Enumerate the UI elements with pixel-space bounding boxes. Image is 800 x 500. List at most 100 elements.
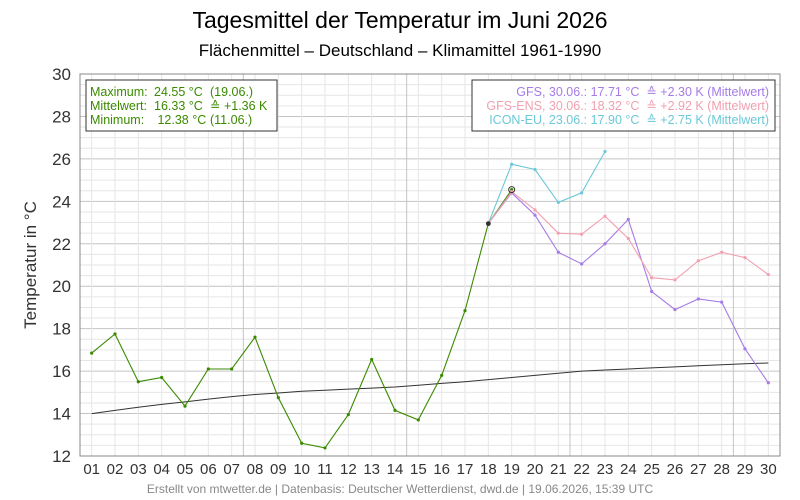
stats-mean-extra: ≙ +1.36 K — [210, 99, 268, 113]
x-tick-label: 07 — [223, 461, 240, 478]
x-tick-label: 22 — [573, 461, 590, 478]
x-tick-label: 10 — [293, 461, 310, 478]
x-tick-label: 28 — [713, 461, 730, 478]
legend-frame — [471, 79, 776, 132]
x-tick-label: 02 — [107, 461, 124, 478]
data-point-observed — [440, 373, 444, 377]
y-tick-label: 28 — [52, 107, 71, 126]
series-line-climate — [91, 362, 769, 415]
data-point-gfs_ens — [580, 232, 584, 236]
x-tick-label: 13 — [363, 461, 380, 478]
y-tick-label: 26 — [52, 150, 71, 169]
data-point-icon_eu — [580, 191, 584, 195]
data-point-icon_eu — [510, 162, 514, 166]
data-point-observed — [463, 309, 467, 313]
footer-credit: Erstellt von mtwetter.de | Datenbasis: D… — [147, 482, 654, 496]
x-tick-label: 21 — [550, 461, 567, 478]
data-point-gfs — [533, 213, 537, 217]
y-tick-label: 18 — [52, 320, 71, 339]
x-tick-label: 26 — [667, 461, 684, 478]
join-marker — [485, 221, 491, 227]
chart-subtitle: Flächenmittel – Deutschland – Klimamitte… — [199, 41, 602, 60]
data-point-gfs — [673, 307, 677, 312]
y-tick-label: 22 — [52, 235, 71, 254]
max-marker — [508, 186, 516, 194]
x-tick-label: 16 — [433, 461, 450, 478]
x-tick-label: 20 — [527, 461, 544, 478]
series-layer — [90, 149, 770, 450]
stats-max-label: Maximum: — [90, 85, 148, 99]
data-point-observed — [206, 367, 210, 371]
data-point-observed — [393, 408, 397, 412]
data-point-gfs — [650, 289, 654, 294]
stats-box: Maximum: 24.55 °C (19.06.) Mittelwert: 1… — [85, 79, 278, 132]
data-point-gfs — [766, 381, 770, 385]
x-tick-label: 25 — [643, 461, 660, 478]
x-tick-label: 18 — [480, 461, 497, 478]
y-tick-label: 16 — [52, 362, 71, 381]
x-tick-label: 04 — [153, 461, 170, 478]
data-point-gfs — [556, 250, 560, 254]
legend-gfs: GFS, 30.06.: 17.71 °C ≙ +2.30 K (Mittelw… — [516, 85, 769, 99]
x-tick-label: 30 — [760, 461, 777, 478]
data-point-observed — [323, 446, 327, 450]
y-tick-label: 12 — [52, 447, 71, 466]
x-tick-label: 08 — [247, 461, 264, 478]
series-gfs — [486, 191, 770, 385]
plot-frame — [79, 73, 781, 457]
x-tick-label: 29 — [737, 461, 754, 478]
series-gfs_ens — [486, 190, 770, 282]
data-point-gfs_ens — [743, 255, 747, 260]
data-point-observed — [346, 413, 350, 417]
grid — [79, 74, 780, 456]
stats-max-value: 24.55 °C — [154, 85, 203, 99]
stats-min-value: 12.38 °C — [154, 113, 206, 127]
data-point-observed — [370, 357, 374, 362]
stats-min-label: Minimum: — [90, 113, 144, 127]
y-tick-label: 14 — [52, 405, 71, 424]
data-point-observed — [300, 441, 304, 445]
y-axis-ticks: 12 14 16 18 20 22 24 26 28 30 — [52, 65, 71, 466]
data-point-observed — [90, 351, 94, 355]
x-tick-label: 12 — [340, 461, 357, 478]
marker-layer — [485, 186, 516, 227]
y-tick-label: 30 — [52, 65, 71, 84]
data-point-observed — [253, 335, 257, 339]
stats-max-extra: (19.06.) — [210, 85, 253, 99]
chart-title: Tagesmittel der Temperatur im Juni 2026 — [192, 7, 607, 33]
data-point-gfs — [580, 262, 584, 266]
data-point-gfs_ens — [556, 231, 560, 235]
x-tick-label: 17 — [457, 461, 474, 478]
stats-mean-value: 16.33 °C — [154, 99, 203, 113]
data-point-icon_eu — [556, 200, 560, 204]
y-axis-label: Temperatur in °C — [21, 201, 40, 329]
stats-mean-label: Mittelwert: — [90, 99, 147, 113]
data-point-gfs_ens — [696, 259, 700, 263]
data-point-gfs — [626, 217, 630, 221]
x-tick-label: 06 — [200, 461, 217, 478]
data-point-observed — [113, 332, 117, 336]
data-point-gfs_ens — [673, 278, 677, 282]
data-point-gfs — [696, 297, 700, 301]
data-point-gfs_ens — [766, 272, 770, 277]
x-tick-label: 24 — [620, 461, 637, 478]
x-tick-label: 03 — [130, 461, 147, 478]
y-tick-label: 24 — [52, 192, 71, 211]
data-point-icon_eu — [533, 167, 537, 172]
series-climate — [91, 362, 769, 415]
legend: GFS, 30.06.: 17.71 °C ≙ +2.30 K (Mittelw… — [471, 79, 776, 132]
data-point-gfs_ens — [533, 208, 537, 212]
data-point-observed — [230, 367, 234, 371]
x-tick-label: 27 — [690, 461, 707, 478]
series-line-icon_eu — [487, 151, 606, 224]
data-point-gfs_ens — [603, 214, 607, 218]
data-point-gfs_ens — [650, 276, 654, 280]
data-point-observed — [276, 396, 280, 400]
x-tick-label: 05 — [177, 461, 194, 478]
stats-min-extra: (11.06.) — [210, 113, 252, 127]
data-point-icon_eu — [603, 149, 607, 154]
stats-box-frame — [85, 79, 278, 132]
series-icon_eu — [486, 149, 607, 226]
y-tick-label: 20 — [52, 277, 71, 296]
